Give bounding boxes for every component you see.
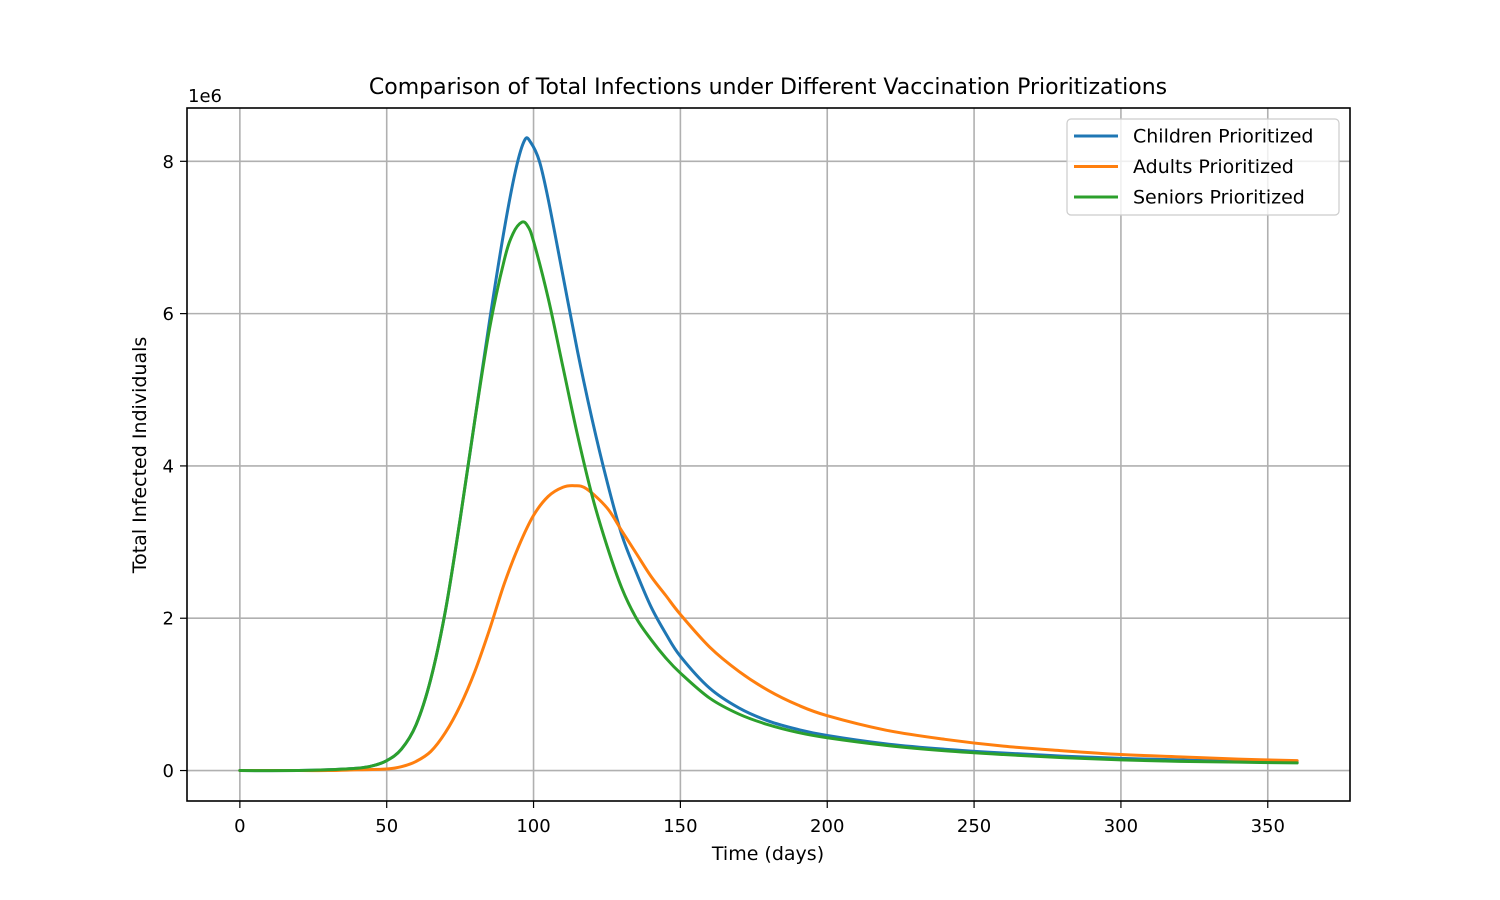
legend-label-children-prioritized: Children Prioritized [1133, 126, 1313, 148]
legend-label-adults-prioritized: Adults Prioritized [1133, 156, 1294, 178]
x-axis-label: Time (days) [711, 843, 824, 865]
chart-title: Comparison of Total Infections under Dif… [369, 75, 1167, 100]
x-tick-label: 200 [810, 816, 844, 837]
y-offset-label: 1e6 [188, 86, 222, 107]
x-tick-label: 300 [1104, 816, 1138, 837]
x-tick-label: 50 [375, 816, 398, 837]
x-tick-label: 0 [234, 816, 245, 837]
x-tick-label: 150 [663, 816, 697, 837]
y-axis-label: Total Infected Individuals [129, 337, 151, 575]
y-tick-label: 8 [163, 152, 174, 173]
y-tick-label: 4 [163, 456, 174, 477]
y-tick-label: 6 [163, 304, 174, 325]
x-tick-label: 350 [1251, 816, 1285, 837]
series-line-adults-prioritized [238, 484, 1299, 773]
legend-label-seniors-prioritized: Seniors Prioritized [1133, 187, 1305, 209]
axes-frame [186, 107, 1351, 802]
y-axis-ticks: 0 2 4 6 8 [163, 152, 187, 782]
x-axis-ticks: 0 50 100 150 200 250 300 350 [234, 801, 1285, 837]
series-line-seniors-prioritized [238, 220, 1299, 773]
series-layer [238, 136, 1299, 773]
x-tick-label: 100 [516, 816, 550, 837]
y-tick-label: 0 [163, 761, 174, 782]
legend-box [1066, 118, 1340, 216]
y-tick-label: 2 [163, 609, 174, 630]
legend: Children Prioritized Adults Prioritized Se… [1066, 118, 1340, 216]
x-tick-label: 250 [957, 816, 991, 837]
